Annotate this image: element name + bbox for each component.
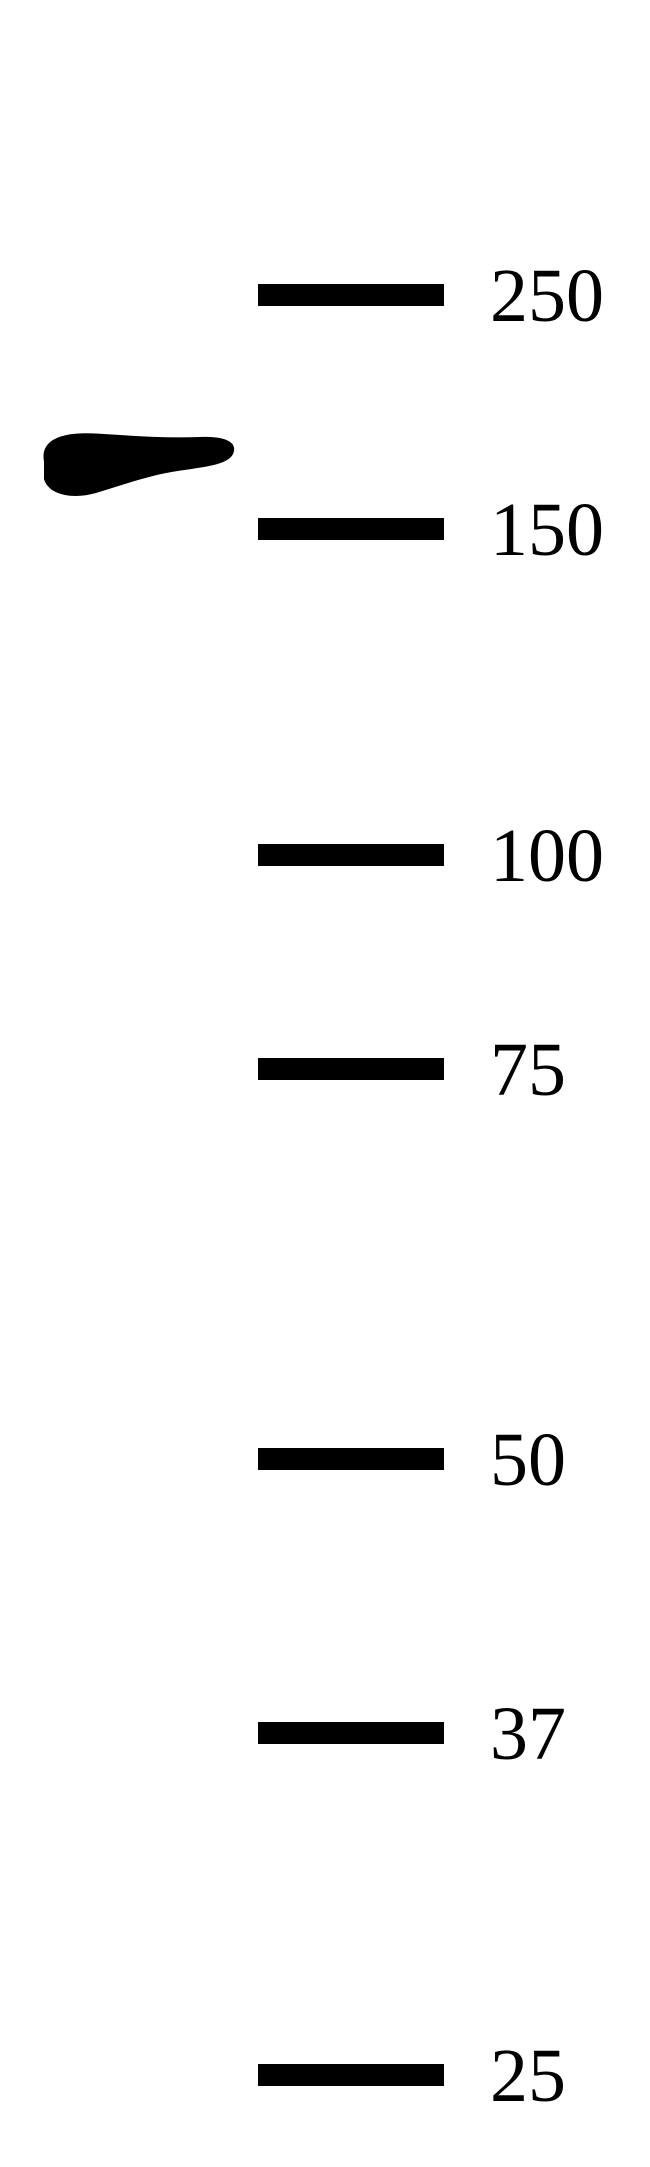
ladder-tick-250 bbox=[258, 284, 444, 306]
ladder-tick-37 bbox=[258, 1722, 444, 1744]
ladder-label-100: 100 bbox=[490, 813, 604, 900]
ladder-label-150: 150 bbox=[490, 487, 604, 574]
ladder-label-25: 25 bbox=[490, 2033, 566, 2120]
band-shape bbox=[40, 430, 240, 500]
ladder-tick-50 bbox=[258, 1448, 444, 1470]
ladder-tick-100 bbox=[258, 844, 444, 866]
ladder-label-50: 50 bbox=[490, 1417, 566, 1504]
ladder-label-75: 75 bbox=[490, 1027, 566, 1114]
blot-band bbox=[40, 430, 240, 500]
ladder-tick-150 bbox=[258, 518, 444, 540]
ladder-tick-25 bbox=[258, 2064, 444, 2086]
ladder-label-37: 37 bbox=[490, 1691, 566, 1778]
ladder-label-250: 250 bbox=[490, 253, 604, 340]
band-path bbox=[43, 433, 234, 496]
ladder-tick-75 bbox=[258, 1058, 444, 1080]
